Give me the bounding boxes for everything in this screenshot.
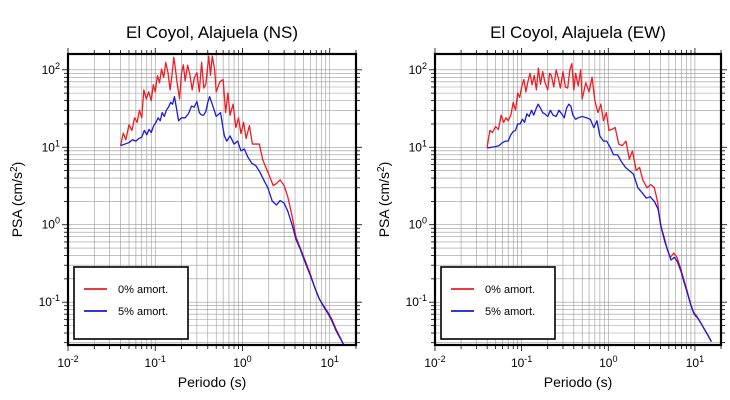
y-tick-label: 102 xyxy=(42,61,60,77)
x-tick-label: 10-1 xyxy=(145,354,166,370)
y-tick-label: 10-1 xyxy=(39,293,60,309)
x-axis-label: Periodo (s) xyxy=(178,374,246,390)
series-line-blue xyxy=(487,103,712,342)
x-tick-label: 10-1 xyxy=(511,354,532,370)
y-tick-label: 100 xyxy=(409,216,427,232)
legend-label: 5% amort. xyxy=(485,306,535,318)
y-tick-label: 102 xyxy=(409,61,427,77)
plot-frame xyxy=(66,52,358,347)
x-tick-label: 100 xyxy=(233,354,251,370)
plot-frame xyxy=(433,52,723,347)
y-tick-label: 101 xyxy=(42,138,60,154)
y-tick-label: 101 xyxy=(409,138,427,154)
chart-panel-1: 10-2 10-1 100 101 10-1 100 101 102 El Coyol, Ala… xyxy=(9,23,362,390)
x-tick-label: 101 xyxy=(686,354,704,370)
x-tick-label: 101 xyxy=(321,354,339,370)
ticks xyxy=(429,48,727,351)
x-axis-label: Periodo (s) xyxy=(544,374,612,390)
series-line-blue xyxy=(120,96,345,346)
legend-label: 5% amort. xyxy=(118,306,168,318)
x-tick-label: 10-2 xyxy=(57,354,78,370)
y-axis-label: PSA (cm/s2) xyxy=(376,162,392,238)
y-axis-label: PSA (cm/s2) xyxy=(9,162,25,238)
legend-box xyxy=(440,266,556,340)
y-tick-label: 10-1 xyxy=(406,293,427,309)
legend-box xyxy=(73,266,189,340)
legend: 0% amort. 5% amort. xyxy=(73,266,189,340)
legend: 0% amort. 5% amort. xyxy=(440,266,556,340)
ticks xyxy=(62,48,362,351)
series-line-red xyxy=(119,55,345,346)
chart-title: El Coyol, Alajuela (EW) xyxy=(490,23,666,42)
chart-panel-2: 10-2 10-1 100 101 10-1 100 101 102 El Coyol, Ala… xyxy=(376,23,727,390)
legend-label: 0% amort. xyxy=(485,284,535,296)
chart-title: El Coyol, Alajuela (NS) xyxy=(126,23,298,42)
legend-label: 0% amort. xyxy=(118,284,168,296)
y-tick-label: 100 xyxy=(42,216,60,232)
x-tick-label: 10-2 xyxy=(424,354,445,370)
x-tick-label: 100 xyxy=(599,354,617,370)
